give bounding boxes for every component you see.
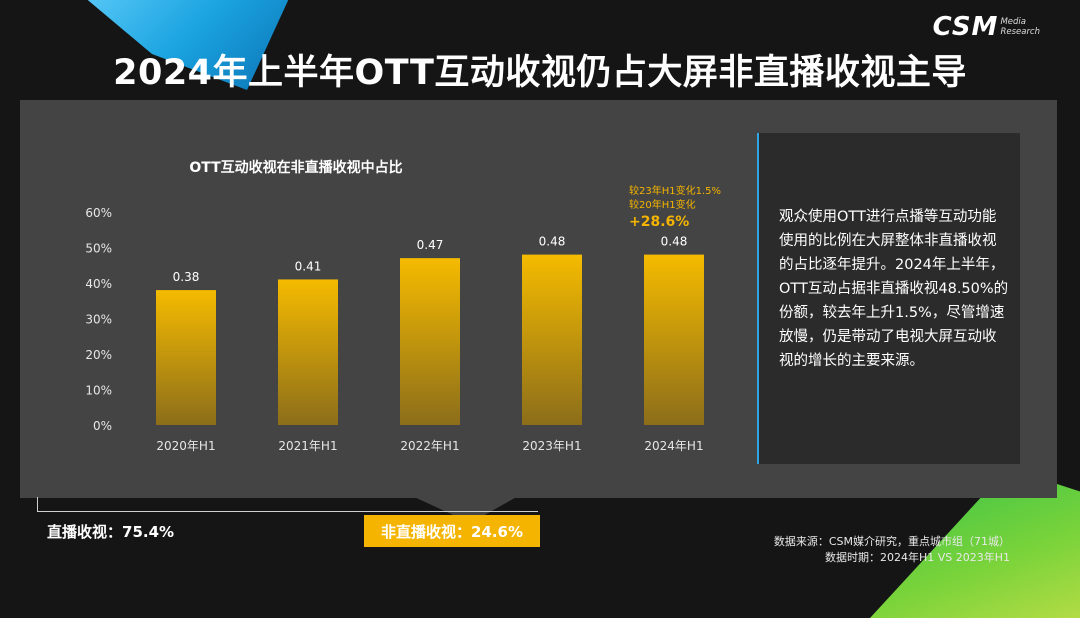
bar-value-label: 0.48 [539,235,566,249]
logo-sub-text: Media Research [1000,17,1040,37]
y-tick-label: 20% [85,348,112,362]
y-tick-label: 30% [85,313,112,327]
bar-value-label: 0.41 [295,259,322,273]
logo-sub-line-2: Research [1000,27,1040,37]
bar-value-label: 0.38 [173,270,200,284]
bar [400,258,460,425]
bar [278,279,338,425]
bar-chart: OTT互动收视在非直播收视中占比 0% 10% 20% 30% 40% 50% 60% 0.38… [85,159,721,453]
bar [644,254,704,425]
x-tick-label: 2021年H1 [278,439,337,453]
bar-value-label: 0.47 [417,238,444,252]
live-share-label: 直播收视：75.4% [47,523,175,541]
y-tick-label: 40% [85,277,112,291]
bar [156,290,216,425]
source-line-1: 数据来源：CSM媒介研究，重点城市组（71城） [773,535,1010,548]
y-tick-label: 60% [85,206,112,220]
annotation-line-2: 较20年H1变化 [629,198,696,211]
bar-chart-container: OTT互动收视在非直播收视中占比 0% 10% 20% 30% 40% 50% 60% 0.38… [56,132,728,470]
source-line-2: 数据时期：2024年H1 VS 2023年H1 [824,551,1010,564]
x-tick-label: 2020年H1 [156,439,215,453]
logo-main-text: CSM [932,12,999,42]
csm-logo: CSM Media Research [933,12,1040,42]
y-tick-label: 50% [85,242,112,256]
logo-sub-line-1: Media [1000,17,1026,27]
chart-title: OTT互动收视在非直播收视中占比 [189,159,402,176]
insight-box: 观众使用OTT进行点播等互动功能使用的比例在大屏整体非直播收视的占比逐年提升。2… [757,133,1020,464]
x-tick-label: 2024年H1 [644,439,703,453]
y-tick-label: 10% [85,384,112,398]
annotation-highlight: +28.6% [629,214,689,230]
x-tick-label: 2022年H1 [400,439,459,453]
page-title: 2024年上半年OTT互动收视仍占大屏非直播收视主导 [113,53,967,93]
bar [522,254,582,425]
annotation-line-1: 较23年H1变化1.5% [629,184,721,197]
data-source: 数据来源：CSM媒介研究，重点城市组（71城） 数据时期：2024年H1 VS … [774,534,1010,566]
x-tick-label: 2023年H1 [522,439,581,453]
insight-text: 观众使用OTT进行点播等互动功能使用的比例在大屏整体非直播收视的占比逐年提升。2… [779,209,1009,369]
share-bracket [37,497,538,512]
nonlive-share-label: 非直播收视：24.6% [364,515,540,547]
y-tick-label: 0% [93,419,112,433]
bar-value-label: 0.48 [661,235,688,249]
